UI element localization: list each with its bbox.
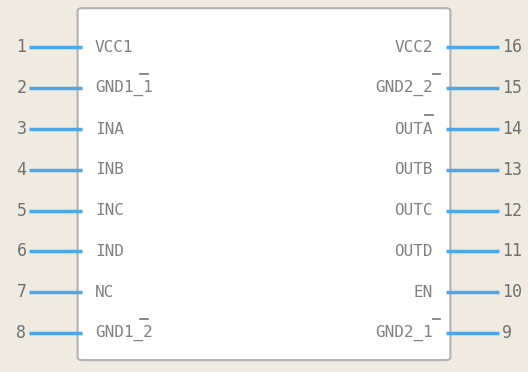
Text: EN: EN xyxy=(414,285,433,299)
Text: 8: 8 xyxy=(16,324,26,342)
Text: 5: 5 xyxy=(16,202,26,219)
Text: OUTA: OUTA xyxy=(394,122,433,137)
Text: 1: 1 xyxy=(16,38,26,57)
Text: IND: IND xyxy=(95,244,124,259)
Text: OUTB: OUTB xyxy=(394,162,433,177)
Text: GND2_1: GND2_1 xyxy=(375,325,433,341)
Text: 10: 10 xyxy=(502,283,522,301)
Text: 15: 15 xyxy=(502,79,522,97)
Text: INC: INC xyxy=(95,203,124,218)
Text: VCC2: VCC2 xyxy=(394,40,433,55)
Text: 2: 2 xyxy=(16,79,26,97)
Text: GND1_1: GND1_1 xyxy=(95,80,153,96)
Text: 14: 14 xyxy=(502,120,522,138)
Text: 13: 13 xyxy=(502,161,522,179)
Text: OUTD: OUTD xyxy=(394,244,433,259)
Text: OUTC: OUTC xyxy=(394,203,433,218)
Text: NC: NC xyxy=(95,285,114,299)
Text: 4: 4 xyxy=(16,161,26,179)
Text: 7: 7 xyxy=(16,283,26,301)
Text: 12: 12 xyxy=(502,202,522,219)
FancyBboxPatch shape xyxy=(78,8,450,360)
Text: INB: INB xyxy=(95,162,124,177)
Text: 3: 3 xyxy=(16,120,26,138)
Text: 9: 9 xyxy=(502,324,512,342)
Text: GND1_2: GND1_2 xyxy=(95,325,153,341)
Text: VCC1: VCC1 xyxy=(95,40,134,55)
Text: 16: 16 xyxy=(502,38,522,57)
Text: GND2_2: GND2_2 xyxy=(375,80,433,96)
Text: 11: 11 xyxy=(502,242,522,260)
Text: 6: 6 xyxy=(16,242,26,260)
Text: INA: INA xyxy=(95,122,124,137)
